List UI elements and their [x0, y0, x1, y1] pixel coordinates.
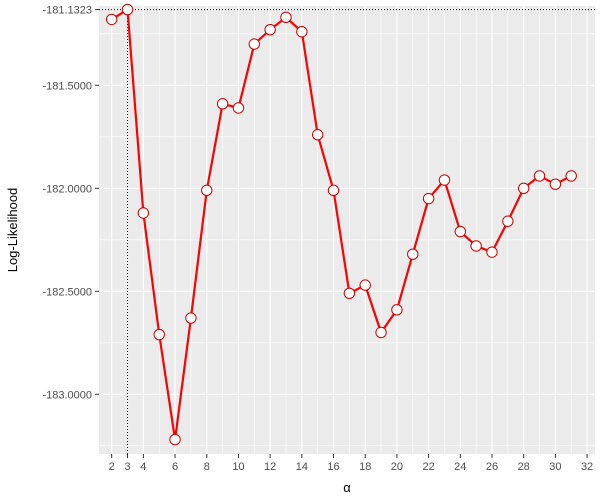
- y-axis-title: Log-Likelihood: [5, 188, 20, 273]
- y-axis-ticks: -183.0000 -182.5000 -182.0000 -181.5000 -181…: [42, 5, 99, 401]
- x-tick-label: 22: [422, 461, 434, 473]
- y-tick-label: -181.1323: [42, 5, 92, 17]
- y-tick-label: -182.0000: [42, 183, 92, 195]
- data-points: [105, 3, 577, 446]
- x-tick-label: 3: [124, 461, 130, 473]
- data-point: [454, 225, 467, 238]
- data-point: [169, 433, 181, 446]
- data-point: [296, 26, 308, 38]
- data-point: [185, 312, 197, 324]
- data-point: [121, 3, 134, 16]
- data-point: [137, 207, 150, 219]
- data-point: [264, 23, 276, 36]
- data-point: [407, 248, 419, 260]
- series-line-group: [111, 8, 572, 441]
- y-tick-label: -183.0000: [42, 389, 92, 401]
- x-tick-label: 32: [581, 461, 593, 473]
- x-tick-label: 10: [232, 461, 244, 473]
- data-point: [216, 98, 229, 110]
- data-point: [502, 215, 514, 227]
- x-tick-label: 14: [296, 461, 308, 473]
- data-point: [232, 102, 245, 114]
- x-tick-label: 28: [518, 461, 530, 473]
- data-point: [486, 246, 498, 258]
- data-point: [359, 279, 371, 291]
- data-point: [422, 192, 435, 205]
- data-point: [517, 182, 530, 194]
- data-point: [391, 304, 403, 316]
- x-tick-label: 26: [486, 461, 498, 473]
- data-point: [201, 184, 213, 197]
- x-axis-title: α: [343, 480, 351, 495]
- data-point: [343, 287, 356, 300]
- x-tick-label: 8: [204, 461, 210, 473]
- data-point: [327, 184, 340, 197]
- x-tick-label: 18: [359, 461, 371, 473]
- y-tick-label: -181.5000: [42, 80, 92, 92]
- data-point: [248, 38, 260, 50]
- data-point: [549, 178, 562, 190]
- data-point: [153, 328, 165, 341]
- x-tick-label: 12: [264, 461, 276, 473]
- data-point: [533, 170, 546, 182]
- data-point: [311, 129, 324, 141]
- data-point: [470, 240, 482, 252]
- x-tick-label: 30: [549, 461, 561, 473]
- plot-panel: [99, 6, 595, 454]
- major-grid: [99, 6, 595, 454]
- x-tick-label: 4: [140, 461, 146, 473]
- x-axis-ticks: 2 3 4 6 8 10 12 14 16 18 20 22 24 26 28 30 32: [109, 454, 593, 473]
- data-point: [280, 11, 292, 24]
- data-point: [105, 13, 118, 26]
- y-tick-label: -182.5000: [42, 286, 92, 298]
- x-tick-label: 24: [454, 461, 466, 473]
- x-tick-label: 2: [109, 461, 115, 473]
- data-point: [375, 326, 387, 339]
- data-point: [565, 170, 577, 182]
- series-line: [111, 8, 572, 441]
- minor-grid: [99, 6, 595, 454]
- x-tick-label: 16: [327, 461, 339, 473]
- x-tick-label: 6: [172, 461, 178, 473]
- data-point: [438, 174, 451, 186]
- x-tick-label: 20: [391, 461, 403, 473]
